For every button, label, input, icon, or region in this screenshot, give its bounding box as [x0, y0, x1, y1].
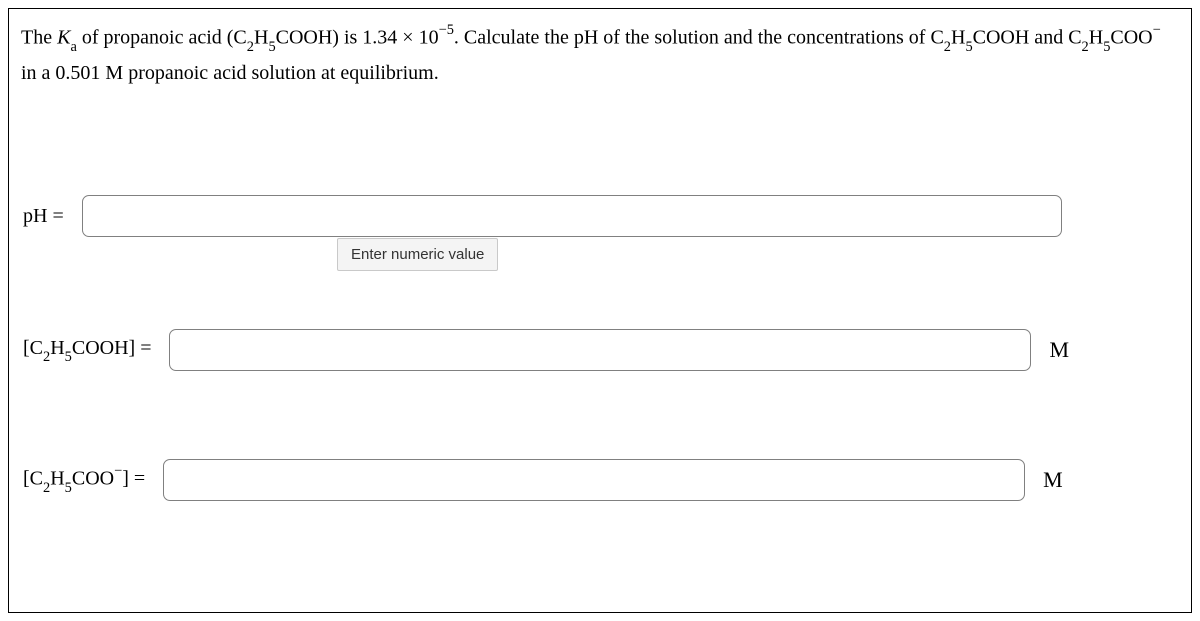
sub-2: 2 — [43, 480, 50, 496]
sup-minus: − — [114, 463, 122, 479]
prompt-text: The — [21, 27, 57, 49]
sub-2: 2 — [43, 349, 50, 365]
prompt-text: H — [1089, 27, 1103, 49]
unit-molar: M — [1049, 337, 1069, 363]
label-text: [C — [23, 337, 43, 359]
label-text: H — [50, 468, 64, 490]
prompt-text: H — [254, 27, 268, 49]
sub-2: 2 — [247, 39, 254, 55]
question-frame: The Ka of propanoic acid (C2H5COOH) is 1… — [8, 8, 1192, 613]
sub-2: 2 — [1082, 39, 1089, 55]
sup-minus: − — [1153, 22, 1161, 38]
sub-5: 5 — [65, 349, 72, 365]
base-conc-input[interactable] — [163, 459, 1025, 501]
ph-row: pH = — [23, 195, 1062, 237]
ph-label: pH = — [23, 205, 64, 228]
prompt-text: COO — [1110, 27, 1152, 49]
label-text: COO — [72, 468, 114, 490]
prompt-text: . Calculate the pH of the solution and t… — [454, 27, 944, 49]
base-conc-row: [C2H5COO−] = M — [23, 459, 1063, 501]
tooltip-enter-numeric: Enter numeric value — [337, 238, 498, 271]
ka-K: K — [57, 27, 70, 49]
question-prompt: The Ka of propanoic acid (C2H5COOH) is 1… — [21, 21, 1171, 90]
sub-2: 2 — [944, 39, 951, 55]
unit-molar: M — [1043, 467, 1063, 493]
sub-5: 5 — [965, 39, 972, 55]
prompt-text: H — [951, 27, 965, 49]
ph-input[interactable] — [82, 195, 1062, 237]
sub-5: 5 — [1103, 39, 1110, 55]
base-conc-label: [C2H5COO−] = — [23, 465, 145, 495]
acid-conc-input[interactable] — [169, 329, 1031, 371]
acid-conc-row: [C2H5COOH] = M — [23, 329, 1069, 371]
label-text: COOH] = — [72, 337, 152, 359]
label-text: [C — [23, 468, 43, 490]
ka-a: a — [70, 39, 76, 55]
prompt-text: COOH and C — [973, 27, 1082, 49]
acid-conc-label: [C2H5COOH] = — [23, 337, 151, 364]
exp-neg5: −5 — [439, 22, 454, 38]
label-text: H — [50, 337, 64, 359]
label-text: ] = — [122, 468, 145, 490]
sub-5: 5 — [268, 39, 275, 55]
prompt-text: in a 0.501 M propanoic acid solution at … — [21, 62, 439, 84]
sub-5: 5 — [65, 480, 72, 496]
prompt-text: of propanoic acid (C — [77, 27, 247, 49]
prompt-text: COOH) is 1.34 × 10 — [276, 27, 439, 49]
